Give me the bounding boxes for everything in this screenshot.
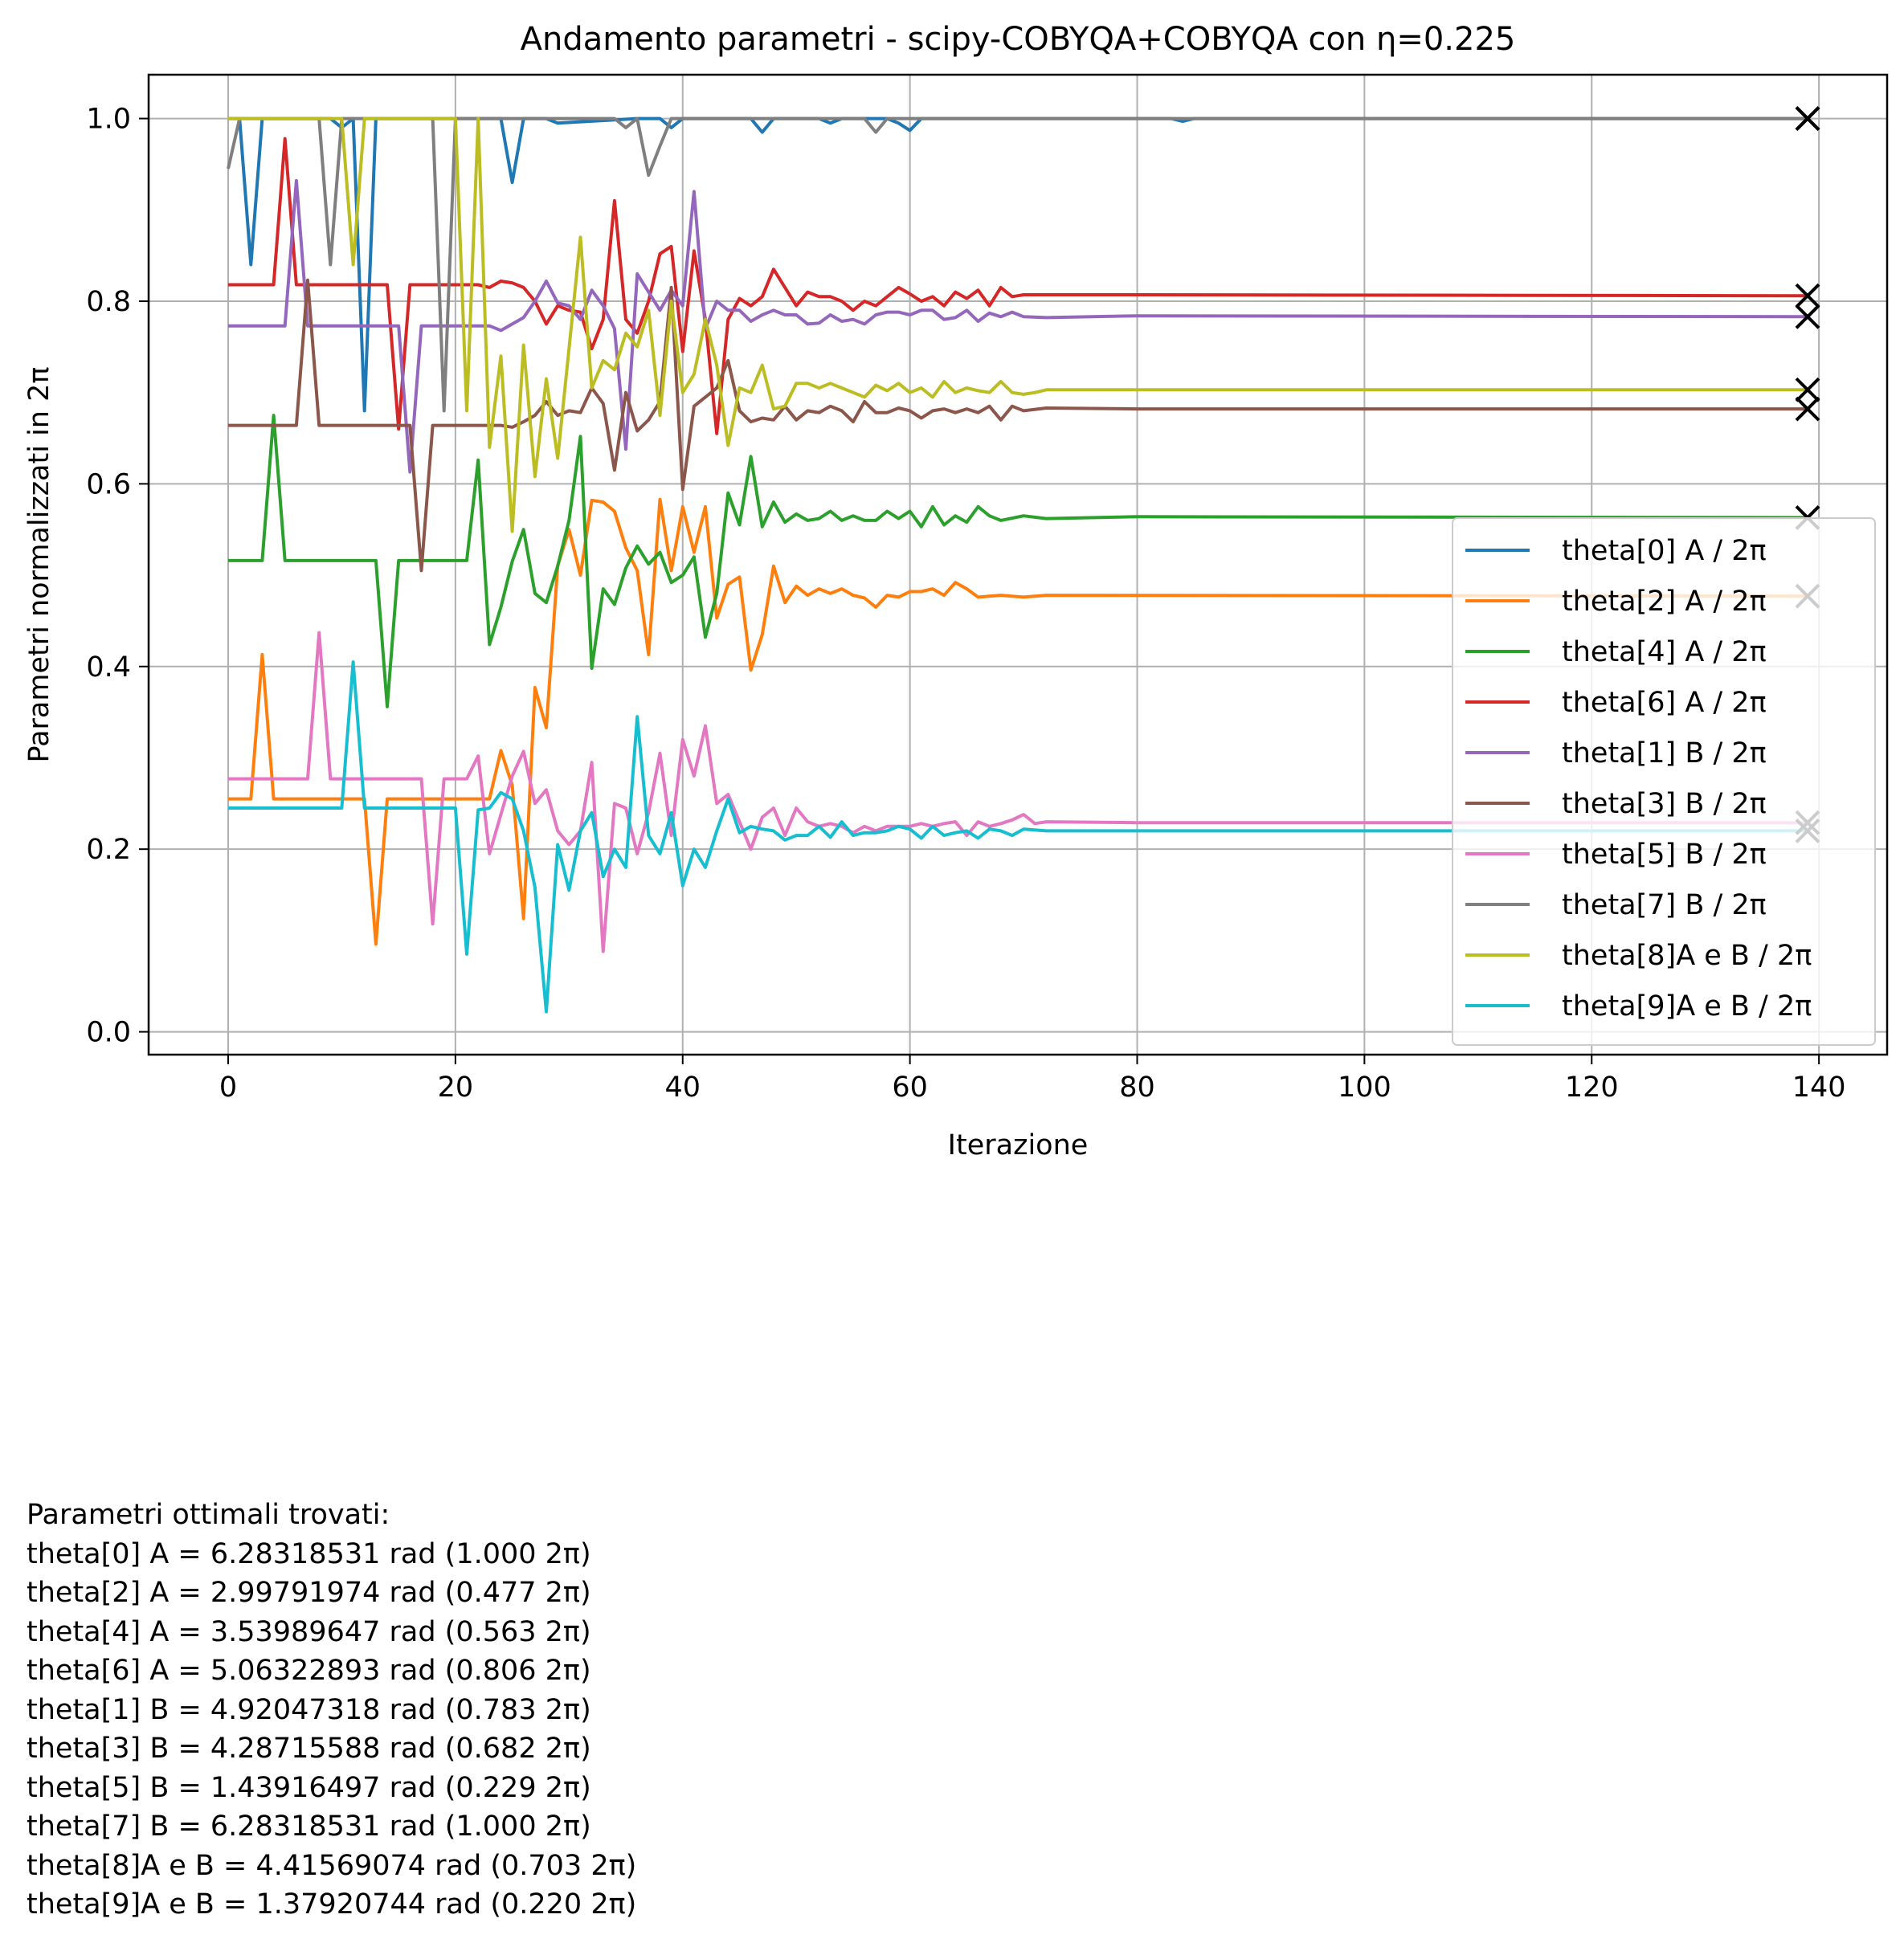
- y-tick-label: 0.0: [86, 1017, 131, 1049]
- x-tick-label: 140: [1792, 1072, 1846, 1104]
- optimal-parameters-summary: Parametri ottimali trovati: theta[0] A =…: [27, 1496, 636, 1925]
- plot-frame: [147, 73, 1889, 1056]
- legend-entry: theta[2] A / 2π: [1562, 586, 1767, 618]
- x-tick-label: 40: [664, 1072, 701, 1104]
- legend-entry: theta[5] B / 2π: [1562, 839, 1767, 871]
- y-tick-label: 0.8: [86, 286, 131, 318]
- y-axis-ticks: 0.0 0.2 0.4 0.6 0.8 1.0: [86, 104, 149, 1049]
- legend-entry: theta[9]A e B / 2π: [1562, 990, 1812, 1023]
- y-tick-label: 0.2: [86, 834, 131, 866]
- marker-stroke: [1795, 106, 1820, 131]
- legend-entry: theta[7] B / 2π: [1562, 889, 1767, 921]
- series-line: [228, 414, 1808, 708]
- summary-line: theta[1] B = 4.92047318 rad (0.783 2π): [27, 1693, 591, 1726]
- series-line: [228, 631, 1808, 953]
- legend-entry: theta[0] A / 2π: [1562, 535, 1767, 567]
- series-line: [228, 116, 1808, 533]
- final-value-marker: [1795, 396, 1820, 422]
- final-value-marker: [1795, 283, 1820, 308]
- x-tick-label: 0: [219, 1072, 237, 1104]
- x-axis-label: Iterazione: [948, 1129, 1089, 1161]
- summary-line: theta[0] A = 6.28318531 rad (1.000 2π): [27, 1537, 591, 1570]
- x-tick-label: 20: [438, 1072, 474, 1104]
- series-line: [228, 497, 1808, 946]
- legend: theta[0] A / 2π theta[2] A / 2π theta[4] A…: [1452, 517, 1876, 1046]
- summary-line: theta[8]A e B = 4.41569074 rad (0.703 2π…: [27, 1849, 637, 1882]
- x-tick-label: 80: [1119, 1072, 1155, 1104]
- marker-stroke: [1795, 377, 1820, 402]
- y-tick-label: 1.0: [86, 104, 131, 136]
- chart-title: Andamento parametri - scipy-COBYQA+COBYQ…: [521, 21, 1516, 58]
- final-value-marker: [1795, 304, 1820, 329]
- series-line: [228, 116, 1808, 413]
- x-tick-label: 100: [1338, 1072, 1391, 1104]
- y-axis-label: Parametri normalizzati in 2π: [23, 367, 55, 763]
- marker-stroke: [1795, 283, 1820, 308]
- legend-entry: theta[8]A e B / 2π: [1562, 940, 1812, 972]
- x-tick-label: 60: [892, 1072, 928, 1104]
- series-line: [228, 278, 1808, 573]
- marker-stroke: [1795, 304, 1820, 329]
- y-tick-label: 0.4: [86, 651, 131, 684]
- series-line: [228, 178, 1808, 474]
- summary-line: theta[3] B = 4.28715588 rad (0.682 2π): [27, 1733, 591, 1765]
- x-axis-ticks: 0 20 40 60 80 100 120 140: [219, 1055, 1846, 1104]
- summary-line: theta[2] A = 2.99791974 rad (0.477 2π): [27, 1577, 591, 1609]
- marker-stroke: [1795, 396, 1820, 422]
- legend-entry: theta[3] B / 2π: [1562, 788, 1767, 820]
- series-line: [227, 116, 1808, 413]
- legend-entry: theta[1] B / 2π: [1562, 737, 1767, 769]
- summary-heading: Parametri ottimali trovati:: [27, 1499, 390, 1531]
- series-layer: [227, 116, 1808, 1014]
- legend-box: [1452, 517, 1876, 1046]
- final-value-marker: [1795, 377, 1820, 402]
- x-tick-label: 120: [1565, 1072, 1619, 1104]
- summary-line: theta[5] B = 1.43916497 rad (0.229 2π): [27, 1771, 591, 1804]
- summary-line: theta[9]A e B = 1.37920744 rad (0.220 2π…: [27, 1888, 637, 1921]
- summary-line: theta[4] A = 3.53989647 rad (0.563 2π): [27, 1615, 591, 1648]
- y-tick-label: 0.6: [86, 468, 131, 500]
- summary-line: theta[7] B = 6.28318531 rad (1.000 2π): [27, 1810, 591, 1843]
- legend-entry: theta[4] A / 2π: [1562, 636, 1767, 668]
- summary-line: theta[6] A = 5.06322893 rad (0.806 2π): [27, 1655, 591, 1687]
- final-value-marker: [1795, 106, 1820, 131]
- legend-entry: theta[6] A / 2π: [1562, 687, 1767, 719]
- series-line: [228, 660, 1808, 1014]
